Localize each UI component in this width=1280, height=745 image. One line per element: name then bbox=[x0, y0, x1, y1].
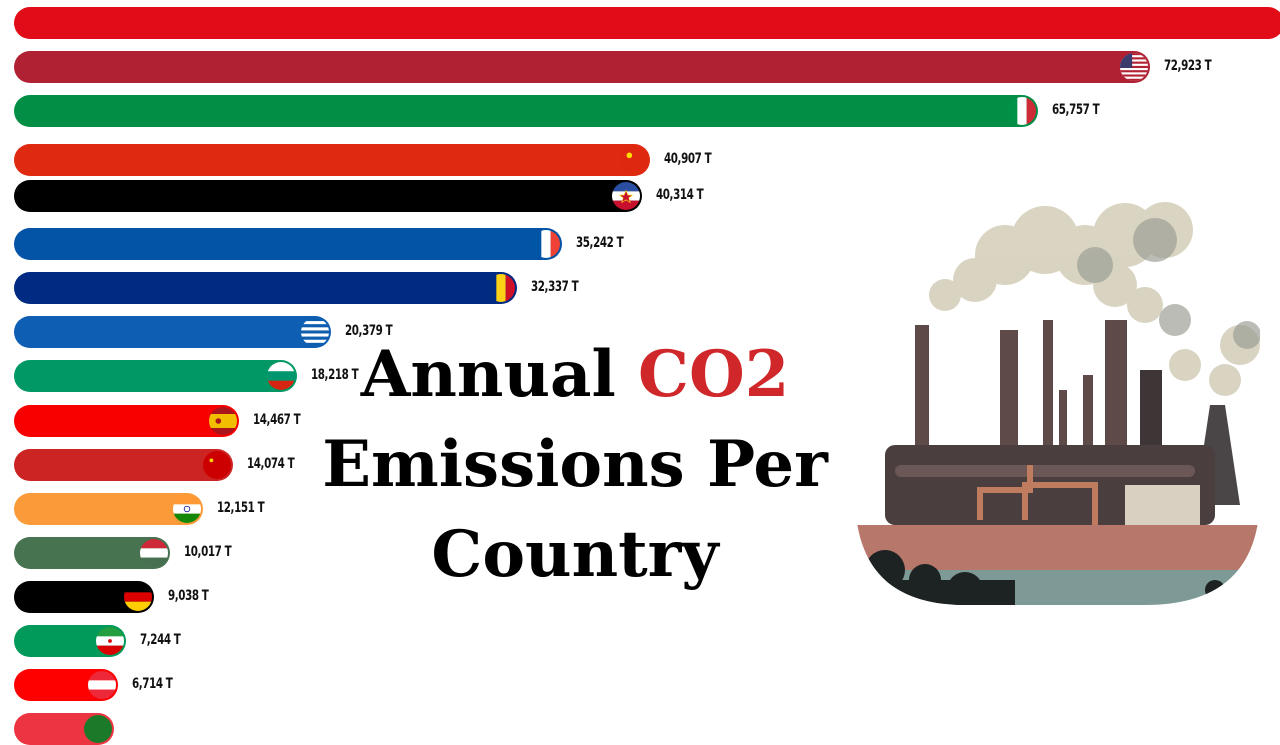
bar-bulgaria bbox=[14, 360, 297, 392]
bar-hungary bbox=[14, 537, 170, 569]
bar-value-label: 20,379 T bbox=[345, 323, 393, 339]
austria-flag-icon bbox=[88, 671, 116, 699]
bar-value-label: 9,038 T bbox=[168, 588, 209, 604]
iran-flag-icon bbox=[96, 627, 124, 655]
bar-unknown-partial bbox=[14, 713, 114, 745]
bar-value-label: 32,337 T bbox=[531, 279, 579, 295]
unknown-partial-flag-icon bbox=[84, 715, 112, 743]
bar-value-label: 7,244 T bbox=[140, 632, 181, 648]
bar-unknown-red bbox=[14, 7, 1280, 39]
bulgaria-flag-icon bbox=[267, 362, 295, 390]
bar-germany bbox=[14, 581, 154, 613]
bar-greece bbox=[14, 316, 331, 348]
title-word-annual: Annual bbox=[360, 337, 616, 412]
bar-value-label: 72,923 T bbox=[1164, 58, 1212, 74]
spain-flag-icon bbox=[209, 407, 237, 435]
bar-yugoslavia bbox=[14, 180, 642, 212]
bar-value-label: 14,467 T bbox=[253, 412, 301, 428]
chart-title: Annual CO2 Emissions Per Country bbox=[320, 330, 830, 600]
yugoslavia-flag-icon bbox=[612, 182, 640, 210]
bar-italy bbox=[14, 95, 1038, 127]
bar-value-label: 14,074 T bbox=[247, 456, 295, 472]
bar-value-label: 6,714 T bbox=[132, 676, 173, 692]
china-flag-icon bbox=[620, 146, 648, 174]
bar-austria bbox=[14, 669, 118, 701]
bar-value-label: 35,242 T bbox=[576, 235, 624, 251]
bar-usa bbox=[14, 51, 1150, 83]
hungary-flag-icon bbox=[140, 539, 168, 567]
bar-value-label: 18,218 T bbox=[311, 367, 359, 383]
title-accent-co2: CO2 bbox=[638, 337, 790, 412]
bar-romania bbox=[14, 272, 517, 304]
bar-spain bbox=[14, 405, 239, 437]
bar-france bbox=[14, 228, 562, 260]
bar-value-label: 10,017 T bbox=[184, 544, 232, 560]
title-line-3: Country bbox=[431, 517, 719, 592]
ussr-flag-icon bbox=[203, 451, 231, 479]
france-flag-icon bbox=[532, 230, 560, 258]
bar-value-label: 40,907 T bbox=[664, 151, 712, 167]
bar-ussr bbox=[14, 449, 233, 481]
bar-iran bbox=[14, 625, 126, 657]
bar-value-label: 12,151 T bbox=[217, 500, 265, 516]
title-line-2: Emissions Per bbox=[322, 427, 828, 502]
bar-value-label: 40,314 T bbox=[656, 187, 704, 203]
bar-india bbox=[14, 493, 203, 525]
bar-value-label: 65,757 T bbox=[1052, 102, 1100, 118]
usa-flag-icon bbox=[1120, 53, 1148, 81]
bar-china bbox=[14, 144, 650, 176]
factory-illustration bbox=[855, 195, 1260, 605]
italy-flag-icon bbox=[1008, 97, 1036, 125]
greece-flag-icon bbox=[301, 318, 329, 346]
india-flag-icon bbox=[173, 495, 201, 523]
romania-flag-icon bbox=[487, 274, 515, 302]
germany-flag-icon bbox=[124, 583, 152, 611]
